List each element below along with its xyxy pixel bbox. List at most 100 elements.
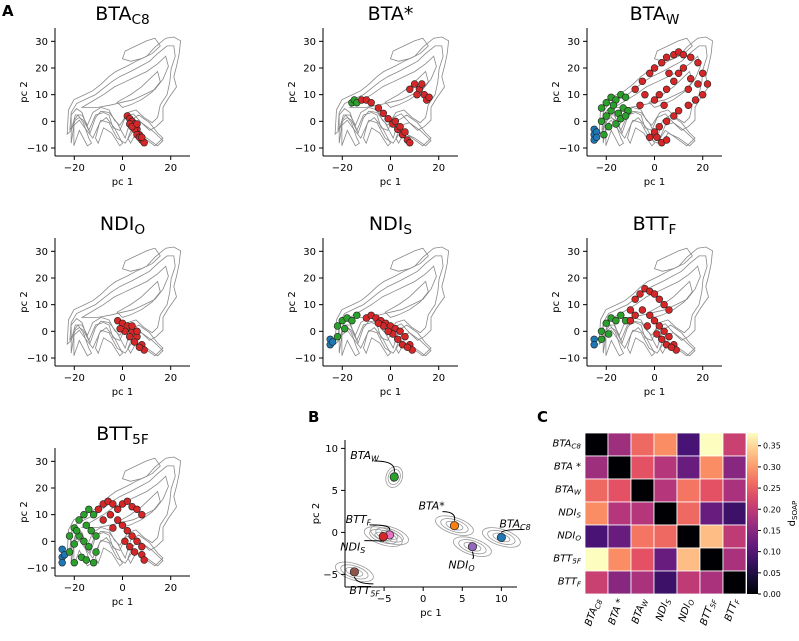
data-point	[389, 472, 399, 482]
data-point-red	[674, 69, 683, 78]
heatmap-cell	[653, 501, 678, 526]
heatmap-cell	[584, 455, 609, 480]
y-tick-label: 5	[332, 486, 338, 497]
x-tick-label: 20	[164, 583, 177, 594]
data-point-red	[138, 511, 146, 519]
heatmap-cell	[722, 455, 747, 480]
data-point-green	[72, 526, 81, 535]
data-point-green	[604, 122, 613, 131]
y-tick-label: 10	[35, 510, 48, 521]
col-label: BTTF	[723, 596, 743, 623]
data-point-green	[341, 325, 349, 333]
y-tick-label: 10	[325, 444, 338, 455]
heatmap-cell	[676, 478, 701, 503]
y-tick-label: 30	[35, 37, 48, 48]
heatmap-cell	[653, 547, 678, 572]
x-tick-label: 0	[651, 163, 657, 174]
scatter-panel-4: NDIO −20 0 20 −10 0 10 20 30 pc 1 pc 2	[19, 213, 190, 398]
data-point-green	[65, 532, 74, 540]
density-contour	[598, 246, 713, 346]
heatmap-cell	[630, 432, 655, 457]
data-point-red	[641, 90, 649, 99]
panel-title: BTAW	[630, 3, 680, 28]
y-tick-label: 10	[303, 90, 316, 101]
data-point-green	[348, 317, 356, 325]
data-point-red	[631, 85, 639, 94]
data-point-red	[418, 80, 426, 88]
data-point-red	[125, 333, 134, 341]
data-point-red	[413, 90, 421, 99]
density-contour	[369, 529, 398, 545]
data-point-red	[694, 80, 702, 88]
density-contour	[387, 468, 401, 485]
x-axis-label: pc 1	[380, 177, 401, 188]
data-point-red	[125, 542, 134, 551]
panel-title: NDIS	[369, 213, 412, 238]
data-point-red	[650, 317, 659, 325]
y-axis-label: pc 2	[287, 291, 298, 312]
data-point-red	[396, 327, 404, 335]
y-tick-label: 0	[42, 537, 48, 548]
heatmap-cell	[607, 570, 632, 595]
data-point-green	[92, 548, 100, 556]
scatter-panel-5: NDIS −20 0 20 −10 0 10 20 30 pc 1 pc 2	[287, 213, 458, 398]
data-point-red	[406, 85, 414, 94]
data-point-red	[367, 98, 375, 107]
panel-label-b: B	[308, 408, 319, 426]
data-point-red	[128, 532, 136, 540]
density-contour	[627, 117, 655, 147]
data-point-red	[133, 537, 141, 545]
col-label: BTA *	[607, 597, 627, 626]
density-contour	[340, 564, 369, 580]
data-point-red	[636, 101, 644, 110]
data-point-red	[133, 327, 141, 335]
density-contour	[487, 529, 516, 545]
x-tick-label: 0	[651, 373, 657, 384]
annotation-arrow	[364, 540, 384, 543]
data-point-green	[80, 537, 88, 545]
data-point-red	[655, 122, 663, 131]
data-point-red	[133, 505, 141, 513]
data-point-red	[123, 526, 132, 535]
density-contour	[80, 265, 169, 318]
heatmap-cell	[699, 432, 724, 457]
data-point-red	[130, 548, 139, 556]
data-point-red	[123, 497, 132, 505]
heatmap-cell	[676, 432, 701, 457]
scatter-panel-7: BTT5F −20 0 20 −10 0 10 20 30 pc 1 pc 2	[19, 423, 190, 608]
y-tick-label: 10	[35, 300, 48, 311]
heatmap-cell	[653, 455, 678, 480]
data-point	[378, 532, 388, 542]
density-contour	[435, 515, 474, 536]
y-axis-label: pc 2	[19, 501, 30, 522]
heatmap-cell	[607, 478, 632, 503]
x-tick-label: 20	[164, 163, 177, 174]
panel-label-a: A	[2, 2, 14, 20]
heatmap-cell	[607, 432, 632, 457]
data-point-green	[70, 540, 79, 548]
colorbar-tick-label: 0.30	[763, 463, 781, 472]
y-tick-label: 20	[303, 274, 316, 285]
heatmap-cell	[676, 547, 701, 572]
data-point-red	[99, 516, 107, 524]
x-axis-label: pc 1	[112, 597, 133, 608]
heatmap-cell	[607, 455, 632, 480]
data-point-green	[87, 526, 95, 535]
density-contour	[95, 117, 123, 147]
row-label: BTT5F	[553, 554, 582, 566]
data-point-green	[75, 516, 83, 524]
panel-title: BTT5F	[96, 423, 149, 448]
data-point-red	[662, 136, 671, 144]
y-axis-label: pc 2	[551, 81, 562, 102]
density-contour	[389, 247, 429, 272]
row-label: BTAW	[555, 485, 582, 497]
x-tick-label: −20	[332, 163, 353, 174]
density-contour	[453, 536, 492, 557]
data-point-green	[621, 112, 630, 120]
density-contour	[602, 108, 696, 147]
y-tick-label: −10	[559, 354, 580, 365]
data-point-green	[609, 101, 618, 110]
density-contour	[612, 265, 701, 318]
point-label: NDIO	[448, 559, 474, 573]
density-contour	[80, 55, 169, 108]
